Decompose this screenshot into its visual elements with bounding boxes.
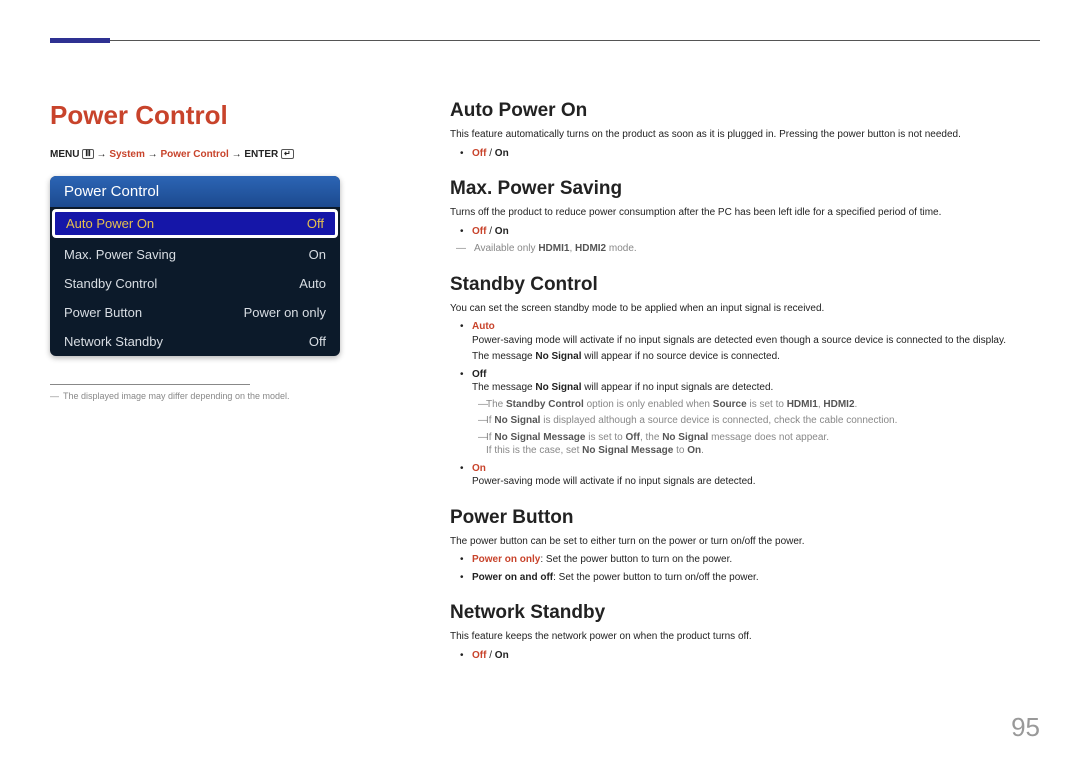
breadcrumb-system: System (109, 149, 145, 160)
breadcrumb: MENU Ⅲ → System → Power Control → ENTER … (50, 149, 390, 160)
arrow-2: → (148, 149, 158, 160)
heading-power-button: Power Button (450, 507, 1040, 529)
menu-panel: Power Control Auto Power On Off Max. Power… (50, 176, 340, 356)
desc-max-power-saving: Turns off the product to reduce power co… (450, 206, 1040, 220)
arrow-1: → (97, 149, 107, 160)
heading-auto-power-on: Auto Power On (450, 100, 1040, 122)
menu-row-value: Off (307, 216, 324, 231)
opt-standby-auto: Auto Power-saving mode will activate if … (472, 320, 1040, 364)
page-number: 95 (1011, 712, 1040, 743)
header-accent (50, 38, 110, 43)
section-auto-power-on: Auto Power On This feature automatically… (450, 100, 1040, 160)
desc-standby-control: You can set the screen standby mode to b… (450, 302, 1040, 316)
breadcrumb-power-control: Power Control (160, 149, 228, 160)
menu-row-label: Power Button (64, 305, 142, 320)
menu-row[interactable]: Max. Power Saving On (50, 240, 340, 269)
standby-note3: If No Signal Message is set to Off, the … (472, 431, 1040, 458)
section-power-button: Power Button The power button can be set… (450, 507, 1040, 585)
opt-power-on-and-off: Power on and off: Set the power button t… (472, 571, 1040, 585)
section-standby-control: Standby Control You can set the screen s… (450, 274, 1040, 489)
opt-standby-off: Off The message No Signal will appear if… (472, 368, 1040, 458)
left-column: Power Control MENU Ⅲ → System → Power Co… (50, 100, 390, 401)
opt-auto-power-on: Off / On (472, 147, 1040, 161)
section-network-standby: Network Standby This feature keeps the n… (450, 602, 1040, 662)
note-max-power-saving: Available only HDMI1, HDMI2 mode. (450, 242, 1040, 256)
arrow-3: → (232, 149, 242, 160)
menu-row-value: Power on only (244, 305, 326, 320)
menu-row[interactable]: Standby Control Auto (50, 269, 340, 298)
desc-auto-power-on: This feature automatically turns on the … (450, 128, 1040, 142)
footnote-rule (50, 384, 250, 385)
standby-auto-line1: Power-saving mode will activate if no in… (472, 334, 1040, 348)
heading-standby-control: Standby Control (450, 274, 1040, 296)
footnote-text: The displayed image may differ depending… (50, 391, 390, 401)
standby-note1: The Standby Control option is only enabl… (472, 398, 1040, 412)
menu-panel-title: Power Control (50, 176, 340, 207)
standby-auto-line2: The message No Signal will appear if no … (472, 350, 1040, 364)
breadcrumb-enter: ENTER (244, 149, 278, 160)
enter-icon: ↵ (281, 149, 294, 159)
menu-icon: Ⅲ (82, 149, 94, 159)
desc-network-standby: This feature keeps the network power on … (450, 630, 1040, 644)
opt-standby-on: On Power-saving mode will activate if no… (472, 462, 1040, 489)
menu-row[interactable]: Auto Power On Off (52, 209, 338, 238)
menu-row-value: Off (309, 334, 326, 349)
menu-row-value: Auto (299, 276, 326, 291)
standby-off-line: The message No Signal will appear if no … (472, 381, 1040, 395)
breadcrumb-menu: MENU (50, 149, 79, 160)
heading-network-standby: Network Standby (450, 602, 1040, 624)
menu-row[interactable]: Network Standby Off (50, 327, 340, 356)
opt-power-on-only: Power on only: Set the power button to t… (472, 553, 1040, 567)
menu-row-label: Max. Power Saving (64, 247, 176, 262)
menu-row[interactable]: Power Button Power on only (50, 298, 340, 327)
desc-power-button: The power button can be set to either tu… (450, 535, 1040, 549)
header-rule (50, 40, 1040, 41)
menu-row-label: Standby Control (64, 276, 157, 291)
menu-row-label: Network Standby (64, 334, 163, 349)
section-max-power-saving: Max. Power Saving Turns off the product … (450, 178, 1040, 256)
opt-network-standby: Off / On (472, 649, 1040, 663)
standby-on-line: Power-saving mode will activate if no in… (472, 475, 1040, 489)
menu-row-label: Auto Power On (66, 216, 154, 231)
right-column: Auto Power On This feature automatically… (450, 100, 1040, 680)
opt-max-power-saving: Off / On (472, 225, 1040, 239)
page-title: Power Control (50, 100, 390, 131)
menu-row-value: On (309, 247, 326, 262)
standby-note2: If No Signal is displayed although a sou… (472, 414, 1040, 428)
heading-max-power-saving: Max. Power Saving (450, 178, 1040, 200)
